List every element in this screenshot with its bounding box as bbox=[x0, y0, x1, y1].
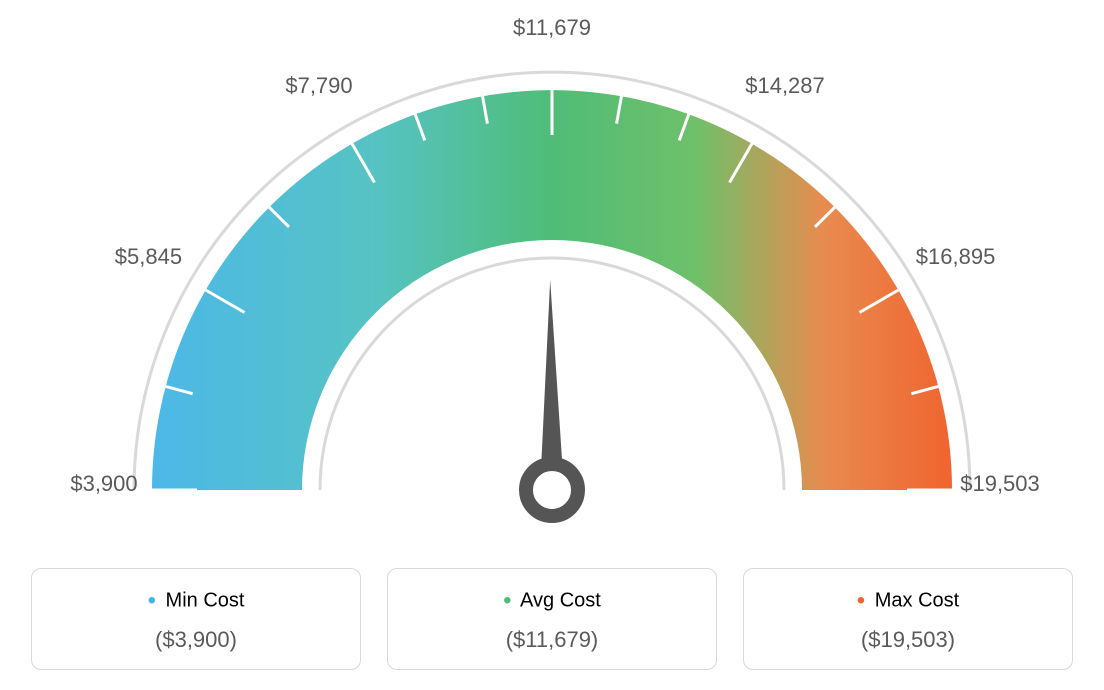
min-cost-label: Min Cost bbox=[166, 589, 245, 611]
min-dot-icon: • bbox=[148, 587, 156, 614]
gauge-tick-label: $7,790 bbox=[285, 73, 352, 99]
max-cost-card: • Max Cost ($19,503) bbox=[743, 568, 1073, 670]
gauge-tick-label: $16,895 bbox=[916, 244, 996, 270]
avg-cost-label: Avg Cost bbox=[520, 589, 601, 611]
gauge-chart: $3,900 $5,845 $7,790 $11,679 $14,287 $16,895 $… bbox=[0, 0, 1104, 540]
max-cost-title: • Max Cost bbox=[754, 587, 1062, 615]
gauge-tick-label: $5,845 bbox=[115, 244, 182, 270]
gauge-tick-label: $11,679 bbox=[513, 15, 591, 41]
gauge-svg bbox=[0, 0, 1104, 540]
min-cost-title: • Min Cost bbox=[42, 587, 350, 615]
avg-cost-card: • Avg Cost ($11,679) bbox=[387, 568, 717, 670]
max-dot-icon: • bbox=[857, 587, 865, 614]
max-cost-value: ($19,503) bbox=[754, 627, 1062, 653]
gauge-tick-label: $14,287 bbox=[745, 73, 825, 99]
avg-dot-icon: • bbox=[503, 587, 511, 614]
max-cost-label: Max Cost bbox=[875, 589, 959, 611]
avg-cost-title: • Avg Cost bbox=[398, 587, 706, 615]
summary-cards: • Min Cost ($3,900) • Avg Cost ($11,679)… bbox=[0, 568, 1104, 670]
gauge-tick-label: $3,900 bbox=[70, 471, 137, 497]
avg-cost-value: ($11,679) bbox=[398, 627, 706, 653]
min-cost-value: ($3,900) bbox=[42, 627, 350, 653]
min-cost-card: • Min Cost ($3,900) bbox=[31, 568, 361, 670]
gauge-tick-label: $19,503 bbox=[960, 471, 1040, 497]
